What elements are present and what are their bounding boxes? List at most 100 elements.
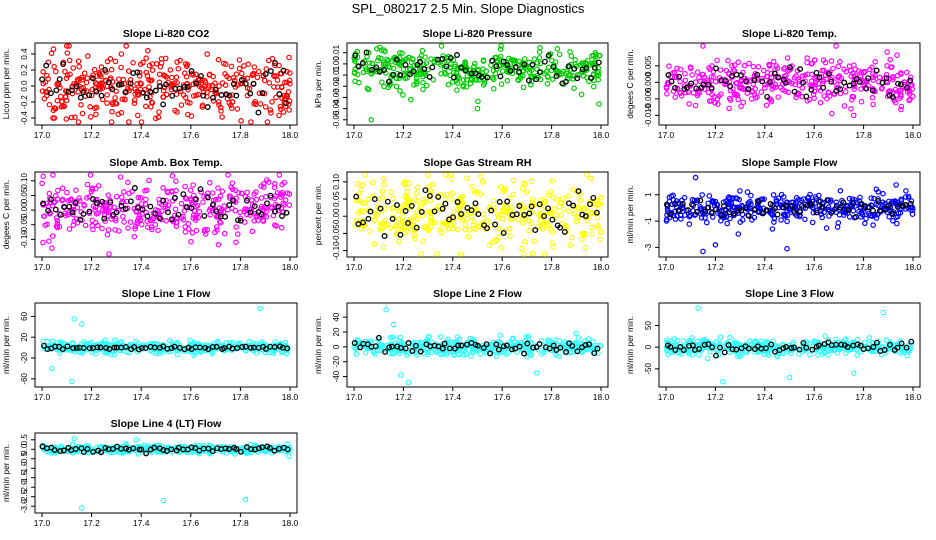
data-point — [475, 98, 481, 105]
data-point — [850, 208, 857, 214]
data-point — [206, 85, 212, 91]
reference-point — [122, 343, 129, 350]
data-point — [369, 179, 376, 186]
data-point — [592, 59, 598, 65]
reference-point — [122, 89, 129, 96]
reference-point — [882, 206, 889, 213]
data-point — [767, 207, 773, 214]
data-point — [413, 81, 420, 87]
data-point — [509, 57, 516, 64]
data-point — [260, 217, 266, 224]
data-point — [137, 195, 144, 201]
data-point — [425, 209, 432, 216]
data-point — [149, 99, 155, 106]
x-tick-label: 17.8 — [232, 392, 249, 402]
reference-point — [764, 93, 771, 100]
reference-point — [44, 346, 51, 353]
reference-point — [193, 80, 200, 87]
data-points — [352, 172, 604, 257]
data-point — [496, 234, 503, 240]
reference-point — [205, 346, 212, 353]
x-tick-label: 17.0 — [34, 392, 51, 402]
data-point — [479, 179, 486, 185]
data-point — [587, 62, 593, 68]
reference-point — [563, 349, 570, 355]
data-point — [472, 76, 478, 83]
data-point — [728, 62, 735, 69]
data-point — [62, 68, 68, 75]
reference-point — [708, 84, 715, 91]
data-point — [284, 79, 290, 86]
data-point — [286, 107, 293, 113]
outlier-point — [126, 119, 132, 125]
reference-point — [160, 447, 167, 453]
data-point — [385, 57, 392, 64]
reference-point — [93, 88, 100, 95]
reference-point — [865, 75, 872, 82]
data-point — [118, 51, 125, 57]
y-tick-label: -0.2 — [20, 95, 29, 109]
x-tick-label: 17.4 — [133, 130, 150, 140]
reference-point — [426, 73, 433, 80]
data-point — [138, 201, 145, 207]
data-point — [215, 185, 221, 191]
reference-point — [796, 346, 803, 353]
data-point — [54, 218, 61, 224]
data-point — [894, 52, 900, 59]
data-point — [132, 223, 139, 230]
data-point — [787, 209, 794, 216]
panel-title: Slope Amb. Box Temp. — [109, 157, 222, 169]
panel-title: Slope Line 2 Flow — [433, 288, 523, 300]
data-point — [483, 68, 490, 75]
data-point — [138, 221, 145, 228]
data-point — [497, 183, 504, 190]
reference-point — [409, 348, 416, 354]
data-point — [233, 239, 239, 246]
data-point — [185, 226, 192, 232]
outlier-point — [69, 378, 75, 385]
reference-point — [557, 344, 564, 351]
data-point — [825, 206, 832, 213]
y-tick-label: 0 — [332, 344, 341, 349]
reference-point — [513, 211, 520, 218]
data-point — [475, 66, 481, 73]
y-axis-label: kPa per min. — [313, 60, 323, 108]
data-point — [525, 333, 532, 340]
reference-point — [680, 347, 687, 353]
data-point — [163, 74, 170, 80]
outlier-point — [719, 378, 726, 385]
reference-point — [782, 202, 789, 209]
data-point — [898, 103, 905, 110]
outlier-point — [850, 370, 857, 377]
data-point — [379, 188, 386, 195]
data-point — [545, 64, 552, 71]
data-point — [746, 60, 752, 67]
data-point — [131, 233, 138, 240]
x-tick-label: 17.6 — [183, 262, 200, 272]
data-point — [471, 339, 478, 345]
reference-point — [594, 345, 601, 352]
outlier-point — [407, 96, 414, 103]
data-point — [596, 52, 603, 59]
outlier-point — [880, 309, 887, 316]
x-tick-label: 17.0 — [346, 262, 363, 272]
data-point — [57, 84, 63, 91]
reference-point — [73, 344, 80, 351]
data-point — [108, 66, 115, 73]
outlier-point — [133, 436, 140, 443]
reference-point — [824, 197, 831, 204]
data-point — [441, 70, 448, 76]
data-point — [425, 348, 431, 355]
data-point — [706, 193, 713, 199]
data-point — [172, 206, 179, 213]
data-point — [548, 57, 555, 64]
data-point — [868, 195, 875, 201]
reference-point — [541, 213, 548, 220]
data-point — [390, 65, 397, 72]
plot-frame — [658, 42, 921, 126]
data-point — [809, 60, 816, 67]
y-tick-label: 0.10 — [20, 173, 29, 189]
x-tick-label: 17.4 — [445, 262, 462, 272]
